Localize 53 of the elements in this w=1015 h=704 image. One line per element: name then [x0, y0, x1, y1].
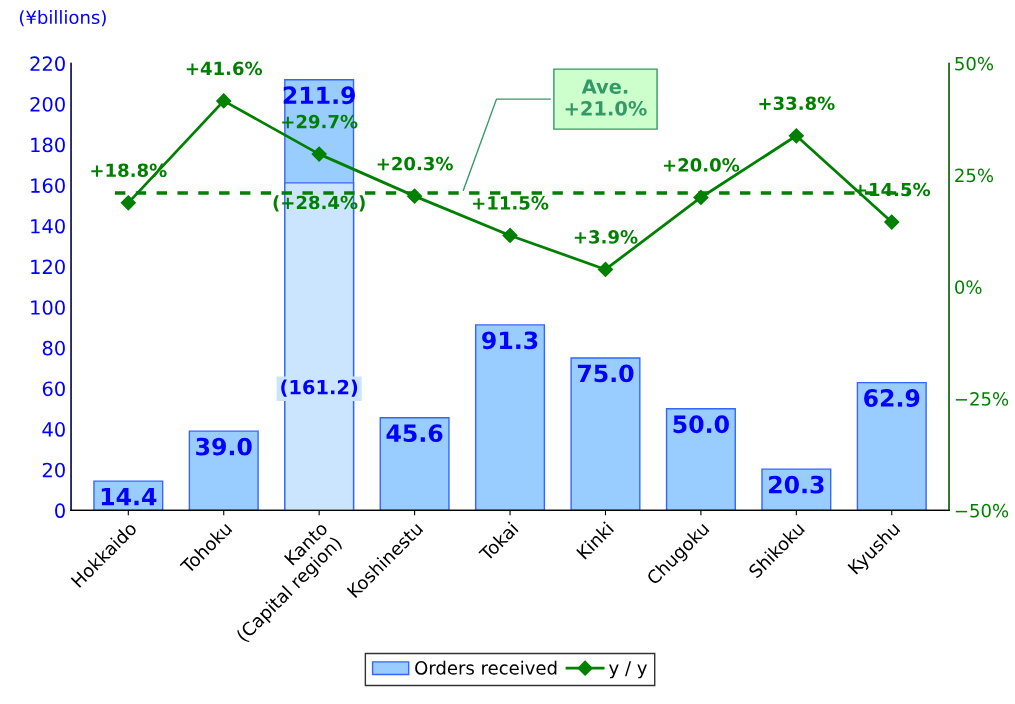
y-axis-title: (¥billions): [19, 10, 106, 27]
point: [884, 214, 900, 230]
bar: [570, 357, 641, 511]
point: [502, 227, 518, 244]
data-label: 75.0: [577, 364, 634, 383]
y-tick-label: 40: [42, 422, 65, 437]
data-label: +20.3%: [377, 156, 453, 171]
y2-tick-label: 50%: [955, 56, 994, 71]
y-tick-label: 120: [31, 259, 65, 275]
y-tick-label: 20: [42, 462, 65, 478]
y-tick-label: 160: [31, 178, 65, 193]
y-tick-label: 60: [42, 381, 65, 397]
point: [788, 128, 804, 144]
point: [407, 188, 423, 204]
data-label: 45.6: [386, 424, 443, 443]
bar: [188, 430, 259, 511]
data-label: +3.9%: [574, 230, 638, 244]
legend-label: y / y: [609, 661, 647, 679]
data-label: +11.5%: [473, 196, 549, 210]
data-label: +33.8%: [759, 96, 835, 111]
y-tick-label: 0: [55, 503, 65, 519]
data-label: +29.7%: [282, 114, 358, 129]
y-tick-label: 140: [31, 218, 65, 234]
data-label: 20.3: [769, 475, 824, 494]
point: [311, 146, 327, 162]
data-label: 211.9: [283, 86, 356, 105]
point: [597, 261, 614, 278]
ref-line-label: Ave. +21.0%: [565, 79, 647, 116]
bar: [474, 324, 546, 511]
legend-label: Orders received: [415, 660, 557, 675]
y2-tick-label: −50%: [955, 503, 1009, 518]
data-label: 91.3: [482, 331, 538, 350]
y2-tick-label: −25%: [955, 392, 1009, 406]
y2-tick-label: 25%: [955, 168, 994, 183]
point: [216, 93, 232, 109]
data-label: +41.6%: [186, 61, 263, 76]
point: [693, 189, 709, 206]
y-tick-label: 180: [31, 137, 65, 153]
y-tick-label: 100: [31, 300, 65, 315]
data-label: (161.2): [281, 379, 358, 397]
bar: [379, 417, 450, 511]
y-tick-label: 220: [30, 56, 65, 72]
data-label: 39.0: [196, 437, 252, 456]
y-tick-label: 200: [30, 96, 65, 112]
bar: [665, 408, 736, 511]
data-label: 14.4: [101, 487, 157, 506]
y2-tick-label: 0%: [955, 280, 982, 294]
y-tick-label: 80: [42, 340, 65, 356]
data-label: 62.9: [864, 389, 920, 407]
data-label: +20.0%: [663, 158, 740, 172]
bar: [856, 381, 927, 511]
data-label: 50.0: [673, 415, 729, 434]
point: [120, 195, 136, 211]
